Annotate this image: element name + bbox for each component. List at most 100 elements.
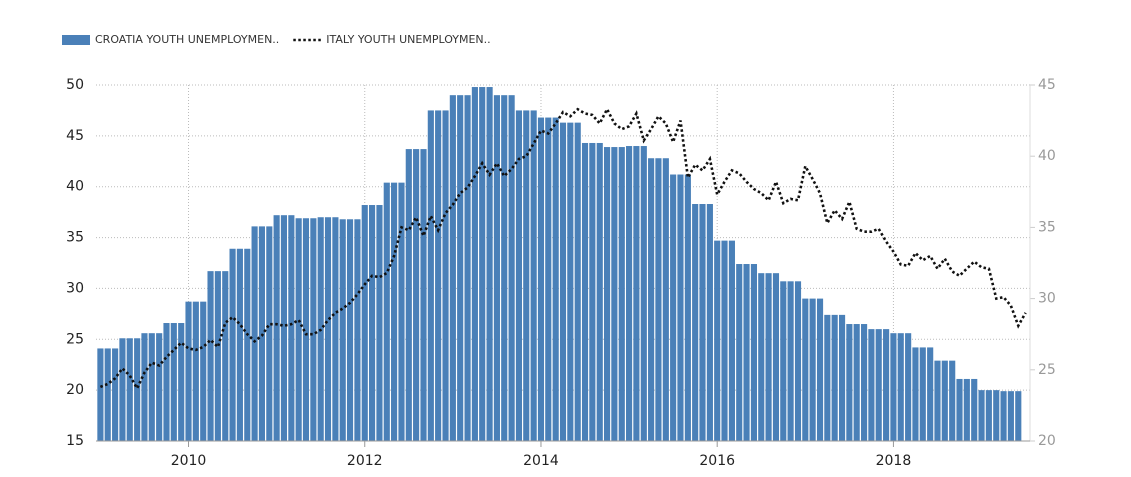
bar: [479, 87, 486, 441]
bar: [927, 347, 934, 441]
bar: [405, 149, 412, 441]
bar: [229, 248, 236, 441]
bar: [1015, 391, 1022, 441]
bar: [875, 329, 882, 441]
bar: [853, 324, 860, 441]
bar: [442, 110, 449, 441]
bar: [295, 218, 302, 441]
bar: [376, 205, 383, 441]
bar: [552, 117, 559, 441]
bar: [831, 314, 838, 441]
y2-tick-label: 25: [1038, 362, 1056, 378]
x-tick-label: 2014: [523, 453, 559, 469]
y-tick-label: 40: [66, 179, 84, 195]
bar: [816, 298, 824, 441]
bar: [339, 219, 346, 441]
bar: [332, 217, 339, 441]
bar: [750, 264, 758, 441]
bar: [266, 226, 273, 441]
y2-tick-label: 40: [1038, 148, 1056, 164]
bar: [280, 215, 288, 441]
bar: [758, 273, 765, 441]
bar: [772, 273, 780, 441]
legend-label: ITALY YOUTH UNEMPLOYMEN..: [326, 33, 490, 46]
bar: [603, 147, 611, 441]
bar: [589, 142, 596, 441]
bar: [993, 390, 1000, 441]
bar: [119, 338, 126, 441]
bar: [802, 298, 809, 441]
bar: [905, 333, 912, 441]
bar: [310, 218, 317, 441]
bar: [971, 378, 978, 441]
x-tick-label: 2016: [699, 453, 735, 469]
bar: [787, 281, 794, 441]
bar: [354, 219, 361, 441]
bar: [648, 158, 655, 441]
bar: [134, 338, 141, 441]
x-tick-label: 2010: [171, 453, 207, 469]
bar: [728, 240, 735, 441]
y2-tick-label: 20: [1038, 433, 1056, 449]
x-tick-label: 2012: [347, 453, 383, 469]
y-tick-label: 45: [66, 128, 84, 144]
y-tick-label: 35: [66, 230, 84, 246]
bar: [684, 174, 691, 441]
bar: [567, 122, 574, 442]
bar: [794, 281, 802, 441]
bar: [112, 348, 119, 441]
bar: [141, 333, 148, 441]
bar: [486, 87, 493, 441]
bar: [148, 333, 155, 441]
bar: [413, 149, 420, 441]
bar: [537, 117, 545, 441]
bar: [1000, 391, 1007, 441]
bar: [809, 298, 816, 441]
legend-swatch: [62, 35, 90, 45]
bar: [897, 333, 904, 441]
bar: [890, 333, 897, 441]
bar: [530, 110, 537, 441]
bar: [508, 95, 515, 442]
bar: [714, 240, 721, 441]
bar: [457, 95, 464, 442]
bar: [1007, 391, 1014, 441]
y-tick-label: 15: [66, 433, 84, 449]
bar: [545, 117, 552, 441]
bar: [824, 314, 831, 441]
bar: [126, 338, 133, 441]
bar: [288, 215, 295, 441]
bar: [861, 324, 868, 441]
bar: [236, 248, 243, 441]
bar: [699, 204, 706, 441]
bar: [611, 147, 618, 441]
bar: [192, 301, 199, 441]
bar: [743, 264, 750, 441]
legend-label: CROATIA YOUTH UNEMPLOYMEN..: [95, 33, 279, 46]
bar: [435, 110, 442, 441]
bar: [633, 146, 640, 441]
y2-tick-label: 35: [1038, 219, 1056, 235]
bar: [670, 174, 677, 441]
line: [99, 106, 1027, 392]
bar: [244, 248, 251, 441]
bar: [692, 204, 699, 441]
bar: [178, 323, 185, 441]
bar: [200, 301, 207, 441]
bar: [273, 215, 280, 441]
bar: [934, 360, 941, 441]
bar: [398, 182, 405, 441]
bar: [662, 158, 669, 441]
bar: [780, 281, 787, 441]
bar: [97, 348, 104, 441]
bar: [427, 110, 434, 441]
bar: [736, 264, 743, 441]
bar: [324, 217, 332, 441]
bar: [978, 390, 985, 441]
bar: [949, 360, 956, 441]
bar: [156, 333, 163, 441]
bar: [985, 390, 992, 441]
bar: [640, 146, 647, 441]
bar: [883, 329, 890, 441]
bar: [655, 158, 662, 441]
